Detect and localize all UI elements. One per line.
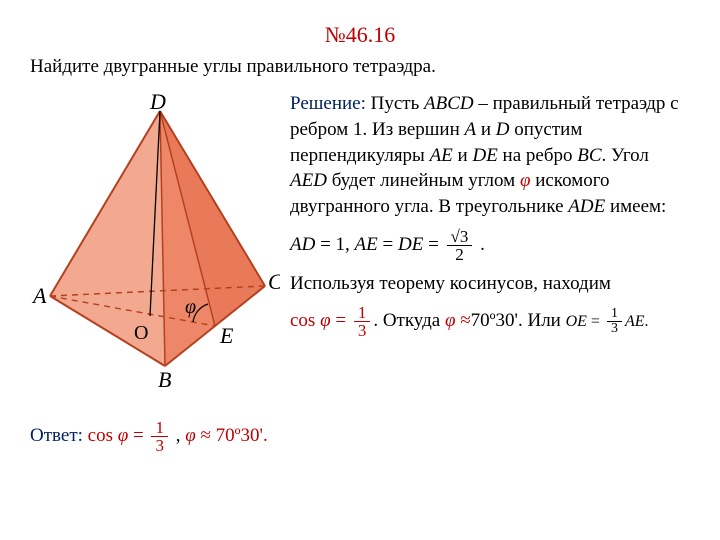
solution: Решение: Пусть ABCD – правильный тетраэд… [290, 91, 690, 391]
solution-paragraph: Решение: Пусть ABCD – правильный тетраэд… [290, 91, 690, 219]
content-row: D A B C E O φ Решение: Пусть ABCD – прав… [30, 91, 690, 391]
label-A: A [31, 283, 47, 308]
label-phi: φ [185, 296, 196, 318]
figure: D A B C E O φ [30, 91, 280, 391]
formula-2: cos φ = 13. Откуда φ ≈70º30'. Или OE = 1… [290, 304, 690, 339]
problem-text: Найдите двугранные углы правильного тетр… [30, 54, 690, 80]
label-E: E [219, 323, 234, 348]
answer: Ответ: cos φ = 13 , φ ≈ 70º30'. [30, 419, 690, 454]
solution-label: Решение: [290, 93, 366, 114]
label-B: B [158, 367, 171, 391]
label-C: C [268, 269, 280, 294]
formula-1: AD = 1, AE = DE = √32 . [290, 228, 690, 263]
answer-label: Ответ: [30, 425, 83, 446]
solution-line3: Используя теорему косинусов, находим [290, 271, 690, 297]
label-O: O [134, 322, 148, 344]
problem-number: №46.16 [30, 20, 690, 50]
tetrahedron-svg: D A B C E O φ [30, 91, 280, 391]
label-D: D [149, 91, 166, 114]
